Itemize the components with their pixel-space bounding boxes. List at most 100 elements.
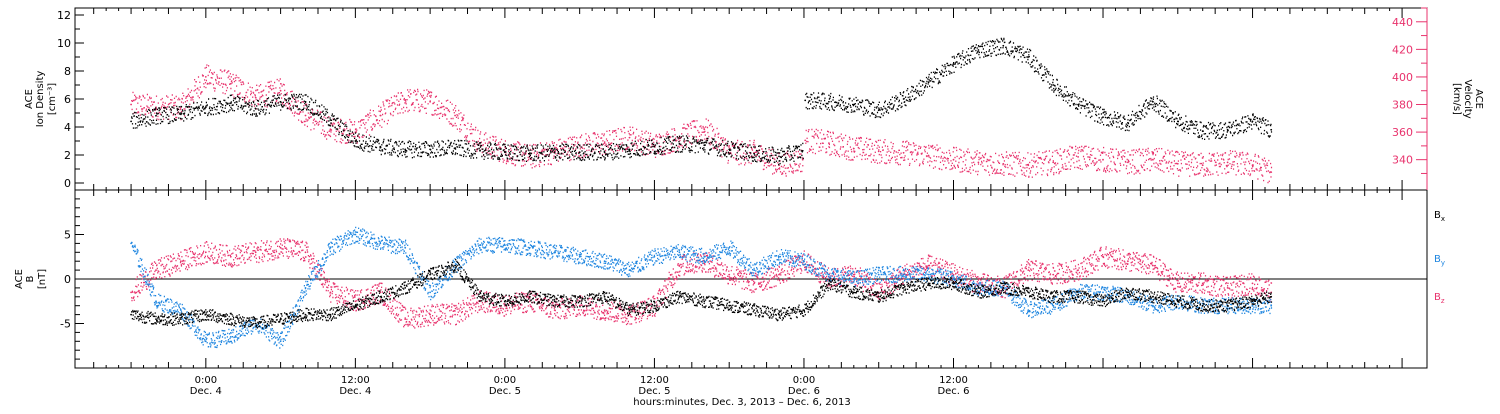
bx-point [1270, 295, 1273, 298]
bx-point [279, 318, 282, 320]
density-point [354, 140, 357, 142]
bx-point [753, 309, 755, 311]
by-point [828, 273, 830, 276]
bz-point [1102, 255, 1104, 258]
velocity-point [130, 103, 133, 106]
x-tick-time-label: 0:00 [793, 375, 815, 386]
velocity-axis-label-line3: [km/s] [1451, 83, 1462, 115]
x-axis-title: hours:minutes, Dec. 3, 2013 – Dec. 6, 20… [633, 397, 850, 408]
density-point [504, 151, 506, 154]
legend-bz-b: B [1434, 292, 1441, 303]
density-point [155, 114, 157, 117]
bz-point [304, 251, 307, 254]
by-point [329, 246, 332, 249]
b-axis-label-line1: ACE [14, 269, 25, 289]
by-point [902, 273, 905, 276]
density-point [379, 145, 382, 148]
density-tick-label: 8 [64, 65, 71, 78]
by-point [479, 244, 481, 247]
by-point [703, 255, 706, 258]
bx-point [229, 318, 232, 320]
x-tick-day-label: Dec. 4 [339, 386, 371, 397]
bz-point [329, 291, 332, 294]
density-point [254, 107, 257, 110]
bx-point [553, 300, 556, 303]
bx-point [354, 304, 357, 307]
density-point [304, 100, 307, 103]
bx-point [130, 313, 133, 316]
density-point [1201, 130, 1204, 133]
bz-point [1027, 269, 1030, 271]
bx-point [1102, 300, 1104, 303]
density-point [1251, 120, 1254, 123]
legend-bz-sub: z [1441, 297, 1445, 305]
by-point [927, 273, 930, 276]
bz-point [404, 318, 407, 320]
density-dots [131, 37, 1273, 166]
legend-bx: Bx [1434, 210, 1445, 223]
bx-point [1176, 300, 1179, 303]
bz-point [1201, 282, 1204, 285]
bz-point [204, 251, 207, 254]
velocity-point [304, 114, 307, 117]
x-tick-time-label: 12:00 [939, 375, 968, 386]
b-axis-label-line2: B [25, 275, 36, 282]
velocity-point [927, 154, 930, 157]
by-point [279, 340, 282, 343]
bx-point [404, 287, 407, 289]
density-point [804, 99, 807, 102]
bx-point [479, 295, 481, 298]
velocity-point [204, 76, 207, 78]
bx-point [1052, 295, 1055, 298]
bz-point [1176, 282, 1179, 285]
velocity-tick-label: 340 [1392, 154, 1413, 167]
density-tick-label: 4 [64, 121, 71, 134]
density-point [1127, 121, 1129, 124]
bx-point [528, 295, 531, 298]
by-point [528, 246, 531, 249]
by-point [504, 244, 506, 247]
by-dots [131, 226, 1273, 349]
bx-point [927, 282, 930, 285]
density-point [279, 100, 282, 103]
velocity-point [254, 96, 257, 99]
density-point [1270, 128, 1273, 131]
bx-point [678, 295, 681, 298]
by-point [553, 251, 556, 254]
density-point [180, 113, 182, 116]
density-point [778, 155, 780, 158]
by-point [130, 242, 133, 245]
by-point [1152, 304, 1154, 307]
by-point [204, 340, 207, 343]
density-axis-label-line3: [cm⁻³] [47, 83, 58, 115]
x-tick-day-label: Dec. 5 [489, 386, 521, 397]
bx-point [1226, 304, 1229, 307]
top-panel-marks [130, 37, 1273, 184]
velocity-point [703, 128, 706, 131]
by-point [653, 255, 656, 258]
density-axis-label-line2: Ion Density [35, 71, 46, 128]
bz-point [1127, 260, 1129, 263]
density-point [553, 151, 556, 154]
density-series [130, 37, 1273, 166]
bz-point [454, 313, 456, 316]
bx-point [1127, 291, 1129, 294]
velocity-point [828, 142, 830, 145]
legend-bx-sub: x [1441, 215, 1445, 223]
velocity-point [603, 142, 606, 145]
velocity-series [130, 64, 1273, 184]
velocity-tick-label: 380 [1392, 99, 1413, 112]
density-point [528, 152, 531, 155]
velocity-point [852, 147, 855, 150]
b-tick-label: 5 [64, 229, 71, 242]
density-point [204, 106, 207, 109]
density-point [603, 151, 606, 154]
velocity-point [877, 150, 880, 153]
by-point [379, 242, 382, 245]
bx-point [329, 313, 332, 316]
velocity-point [801, 158, 804, 161]
bz-point [180, 260, 182, 263]
bx-point [254, 322, 257, 325]
bx-point [1201, 304, 1204, 307]
density-point [479, 149, 481, 152]
